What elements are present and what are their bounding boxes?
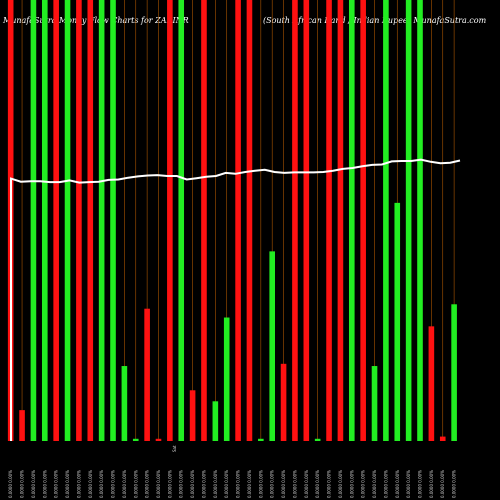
x-tick-label: 0.0000 0.00% — [156, 470, 161, 498]
chart-bar — [383, 0, 389, 441]
x-tick-label: 0.0000 0.00% — [122, 470, 127, 498]
x-tick-label: 0.0000 0.00% — [31, 470, 36, 498]
x-tick-label: 0.0000 0.00% — [145, 470, 150, 498]
chart-bar — [98, 0, 105, 441]
tick-layer: 0.0000 0.00% 0.0000 0.00% 0.0000 0.00% 0.00… — [8, 470, 456, 498]
x-tick-label: 0.0000 0.00% — [452, 470, 457, 498]
chart-bar — [246, 0, 253, 441]
chart-bar — [132, 438, 139, 441]
x-tick-label: 0.0000 0.00% — [418, 470, 423, 498]
chart-bar — [155, 438, 162, 441]
x-tick-label: 0.0000 0.00% — [167, 470, 172, 498]
x-tick-label: 0.0000 0.00% — [213, 470, 218, 498]
chart-bar — [223, 317, 230, 441]
chart-bar — [439, 436, 446, 441]
x-tick-label: 0.0000 0.00% — [349, 470, 354, 498]
bar-layer — [7, 0, 457, 441]
chart-bar — [314, 438, 321, 441]
x-tick-label: 0.0000 0.00% — [236, 470, 241, 498]
chart-bar — [258, 438, 264, 441]
x-tick-label: 0.0000 0.00% — [406, 470, 411, 498]
chart-bar — [212, 401, 219, 441]
chart-bar — [76, 0, 82, 441]
chart-title-left: MunafaSutra Money Flow Charts for ZARINR — [2, 16, 189, 25]
chart-bar — [360, 0, 366, 441]
x-tick-label: 0.0000 0.00% — [327, 470, 332, 498]
chart-bar — [19, 410, 25, 441]
x-tick-label: 0.0000 0.00% — [201, 470, 206, 498]
chart-bar — [235, 0, 241, 441]
x-tick-label: 0.0000 0.00% — [8, 470, 13, 498]
x-tick-label: 0.0000 0.00% — [429, 470, 434, 498]
x-tick-label: 0.0000 0.00% — [304, 470, 309, 498]
chart-bar — [30, 0, 37, 441]
chart-bar — [167, 0, 173, 441]
chart-bar — [178, 0, 185, 441]
x-tick-label: 0.0000 0.00% — [42, 470, 47, 498]
x-tick-label: 0.0000 0.00% — [76, 470, 81, 498]
chart-bar — [405, 0, 412, 441]
chart-bar — [87, 0, 94, 441]
chart-bar — [451, 304, 457, 441]
x-tick-label: 0.0000 0.00% — [383, 470, 388, 498]
x-tick-label: 0.0000 0.00% — [292, 470, 297, 498]
chart-bar — [64, 0, 71, 441]
x-tick-label: 0.0000 0.00% — [111, 470, 116, 498]
x-tick-label: 0.0000 0.00% — [258, 470, 263, 498]
x-tick-label: 0.0000 0.00% — [190, 470, 195, 498]
chart-bar — [337, 0, 344, 441]
line-layer — [10, 158, 461, 441]
chart-bar — [144, 308, 150, 441]
x-tick-label: 0.0000 0.00% — [315, 470, 320, 498]
x-tick-label: 0.0000 0.00% — [440, 470, 445, 498]
chart-bar — [110, 0, 116, 441]
x-tick-label: 0.0000 0.00% — [395, 470, 400, 498]
chart-bar — [189, 390, 196, 441]
chart-bar — [348, 0, 355, 441]
chart-bar — [326, 0, 332, 441]
chart-bar — [292, 0, 298, 441]
x-tick-label: 0.0000 0.00% — [361, 470, 366, 498]
chart-bar — [41, 0, 48, 441]
x-tick-label: 0.0000 0.00% — [179, 470, 184, 498]
chart-bar — [280, 363, 287, 441]
chart-bar — [269, 251, 275, 441]
chart-bar — [121, 366, 128, 441]
chart-bar — [201, 0, 207, 441]
x-tick-label: 0.0000 0.00% — [99, 470, 104, 498]
x-tick-label: 0.0000 0.00% — [65, 470, 70, 498]
x-tick-label: 0.0000 0.00% — [281, 470, 286, 498]
x-tick-label: 0.0000 0.00% — [247, 470, 252, 498]
chart-bar — [417, 0, 423, 441]
chart-bar — [53, 0, 59, 441]
chart-bar — [303, 0, 310, 441]
x-tick-label: 0.0000 0.00% — [20, 470, 25, 498]
chart-bar — [394, 202, 401, 441]
x-tick-label: 0.0000 0.00% — [270, 470, 275, 498]
money-flow-line — [10, 158, 461, 441]
x-tick-label: 0.0000 0.00% — [54, 470, 59, 498]
chart-bar — [428, 326, 435, 441]
x-tick-label: 0.0000 0.00% — [338, 470, 343, 498]
x-tick-label: 0.0000 0.00% — [133, 470, 138, 498]
axis-mark-label: Sat — [172, 445, 177, 452]
x-tick-label: 0.0000 0.00% — [372, 470, 377, 498]
x-tick-label: 0.0000 0.00% — [224, 470, 229, 498]
x-tick-label: 0.0000 0.00% — [88, 470, 93, 498]
chart-bar — [371, 366, 378, 441]
